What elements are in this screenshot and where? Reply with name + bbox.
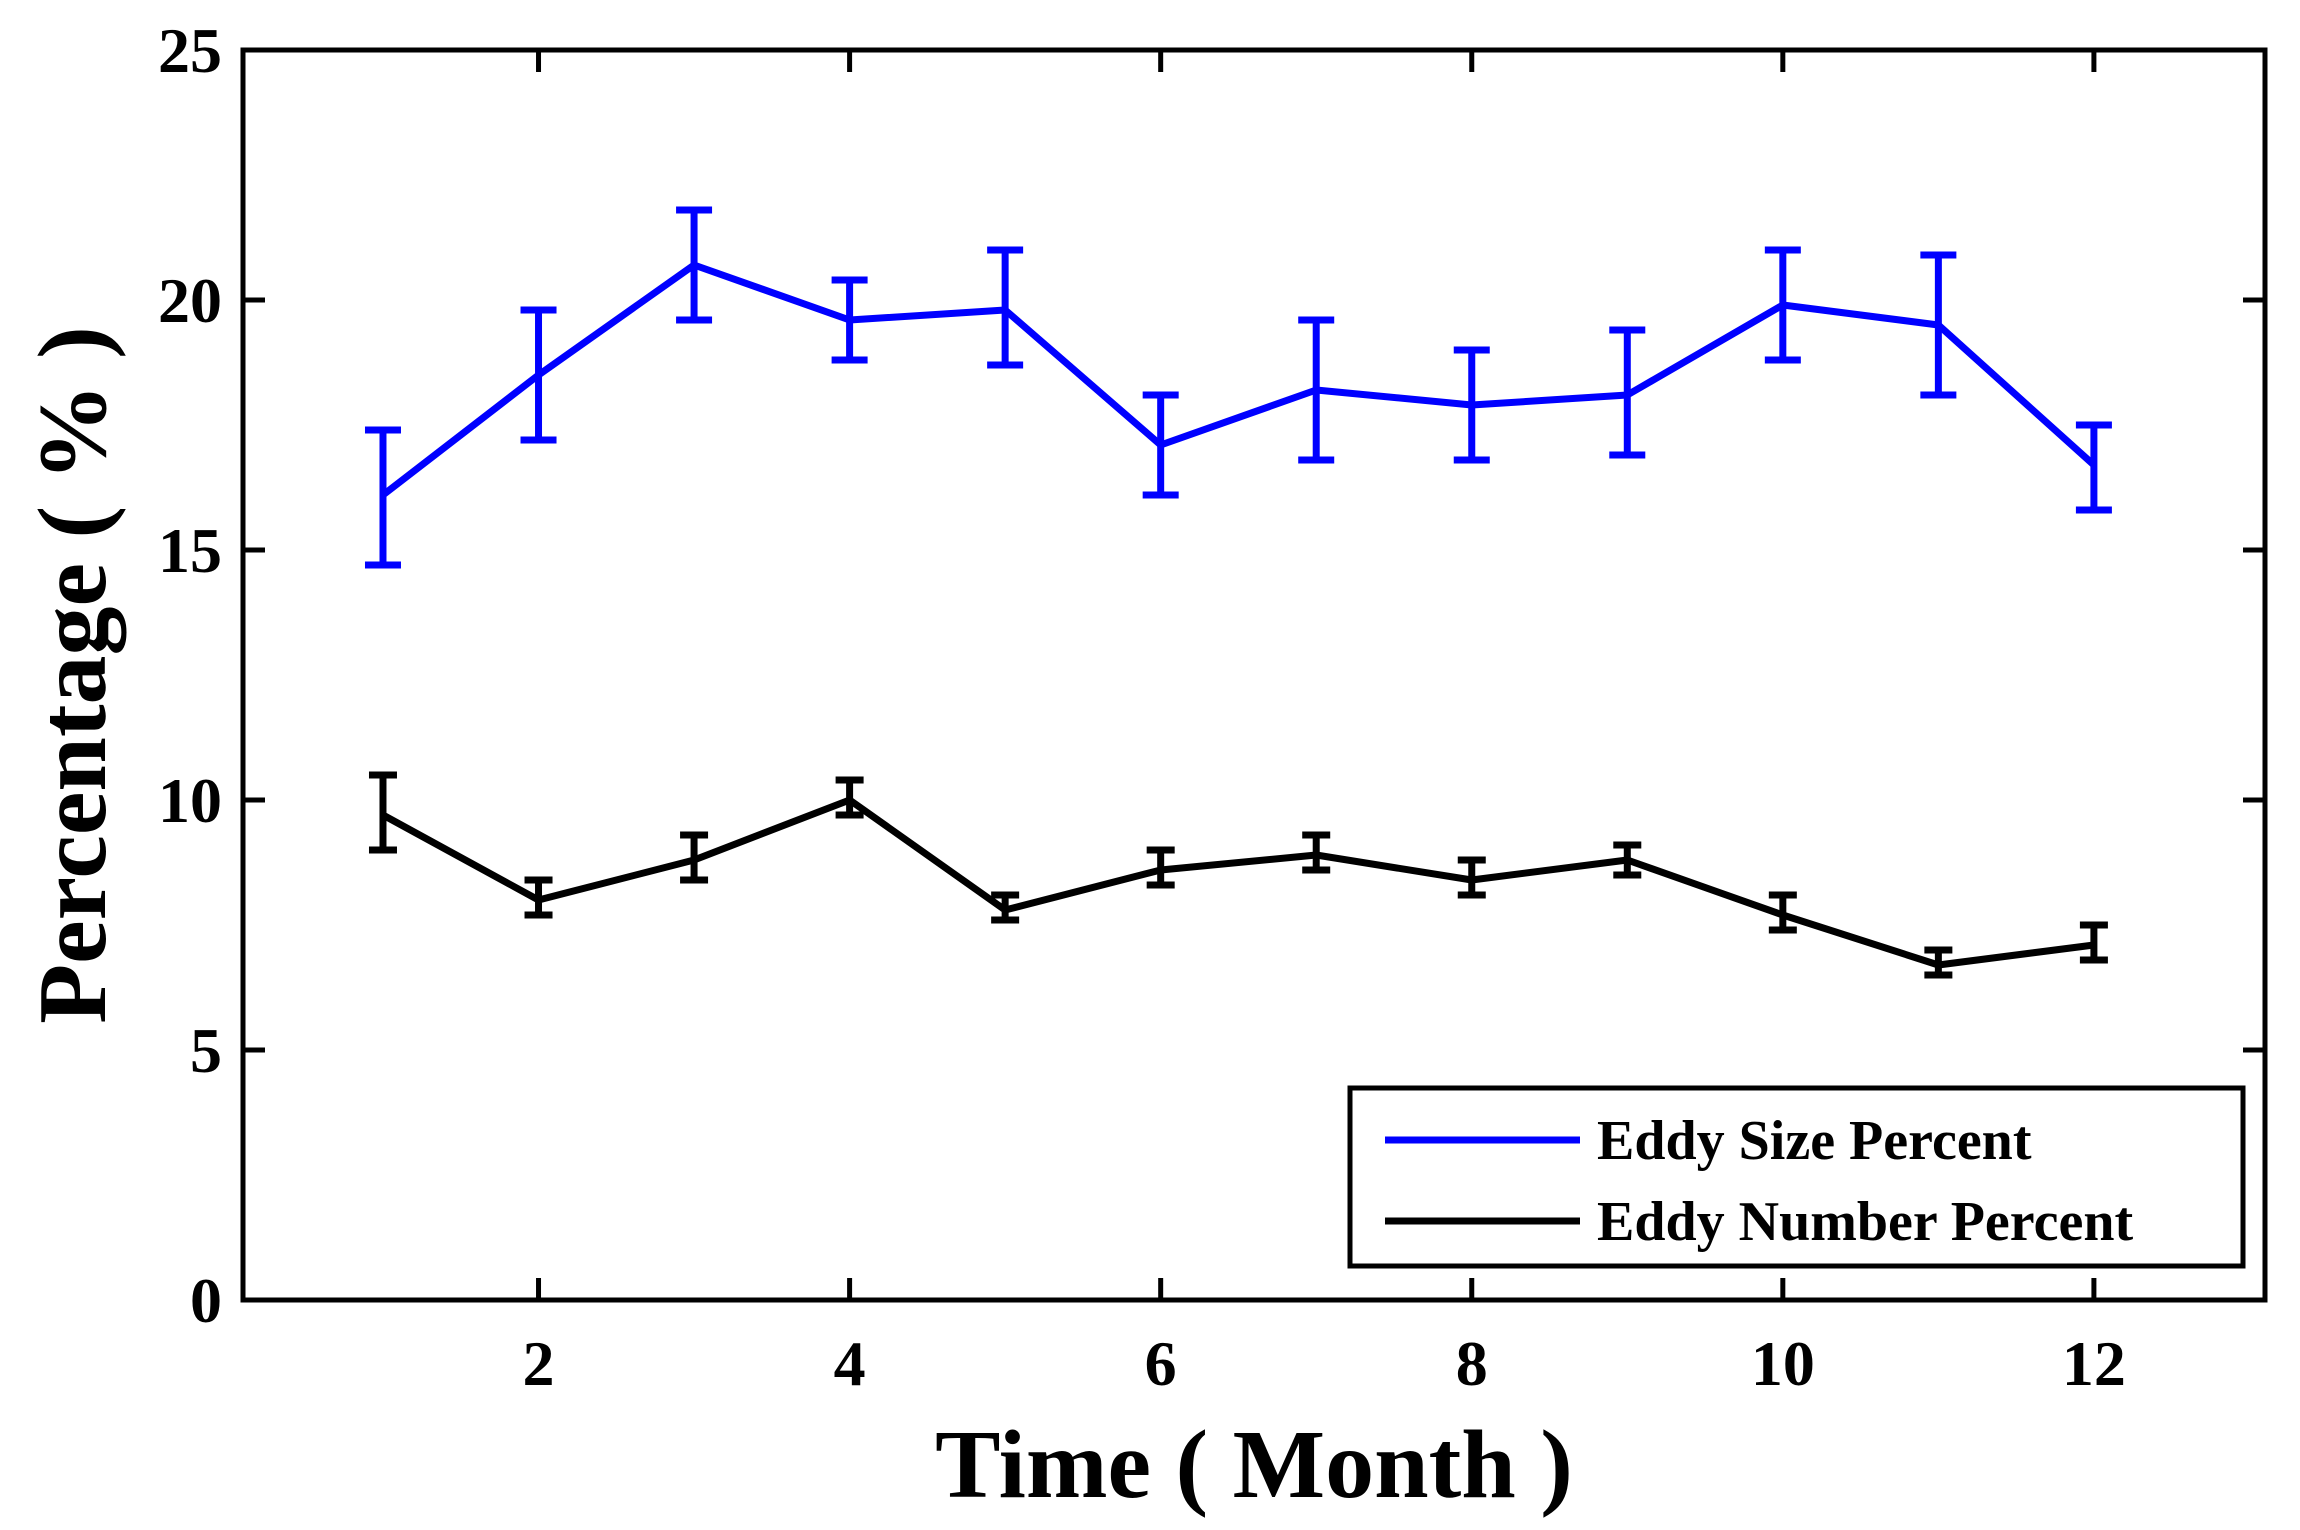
error-bar-eddy-size-percent-10 (1764, 246, 1801, 364)
error-bar-eddy-size-percent-11 (1920, 251, 1957, 399)
error-bar-eddy-number-percent-6 (1146, 846, 1175, 889)
error-bar-eddy-number-percent-12 (2079, 921, 2108, 964)
error-bar-eddy-number-percent-7 (1302, 831, 1331, 874)
y-tick-label-15: 15 (158, 515, 222, 586)
error-bar-eddy-size-percent-9 (1609, 326, 1646, 459)
series-layer (364, 206, 2112, 979)
error-bar-eddy-size-percent-3 (676, 206, 713, 324)
x-tick-label-4: 4 (834, 1328, 866, 1399)
error-bar-eddy-size-percent-4 (831, 276, 868, 364)
series-eddy-size-percent (364, 206, 2112, 569)
error-bar-eddy-size-percent-8 (1453, 346, 1490, 464)
error-bar-eddy-number-percent-10 (1768, 891, 1797, 934)
error-bar-eddy-number-percent-3 (680, 831, 709, 884)
y-axis-label: Percentage ( % ) (19, 326, 127, 1023)
error-bar-eddy-number-percent-4 (835, 776, 864, 819)
error-bar-eddy-number-percent-2 (524, 876, 553, 919)
x-axis-label: Time ( Month ) (935, 1411, 1573, 1519)
legend-box (1347, 1085, 2246, 1269)
error-bar-eddy-size-percent-12 (2075, 421, 2112, 514)
error-bar-eddy-number-percent-5 (991, 891, 1020, 924)
x-tick-label-12: 12 (2062, 1328, 2126, 1399)
plot-frame (240, 47, 2268, 1303)
y-tick-label-5: 5 (190, 1015, 222, 1086)
y-tick-label-0: 0 (190, 1265, 222, 1336)
error-bar-eddy-size-percent-2 (520, 306, 557, 444)
x-tick-label-8: 8 (1456, 1328, 1488, 1399)
error-bar-eddy-size-percent-7 (1298, 316, 1335, 464)
ticks-layer: 2 4 6 8 10 12 0 5 10 15 20 25 (158, 15, 2265, 1399)
legend-label-eddy-size: Eddy Size Percent (1597, 1110, 2032, 1172)
error-bar-eddy-number-percent-1 (368, 771, 397, 854)
y-tick-label-25: 25 (158, 15, 222, 86)
error-bar-eddy-size-percent-1 (364, 426, 401, 569)
error-bar-eddy-size-percent-6 (1142, 391, 1179, 499)
series-line-eddy-number-percent (381, 796, 2095, 969)
x-tick-label-2: 2 (523, 1328, 555, 1399)
error-bar-eddy-number-percent-9 (1613, 841, 1642, 879)
x-tick-label-6: 6 (1145, 1328, 1177, 1399)
series-line-eddy-size-percent (380, 261, 2097, 498)
y-tick-label-20: 20 (158, 265, 222, 336)
series-eddy-number-percent (368, 771, 2108, 979)
error-bar-eddy-size-percent-5 (987, 246, 1024, 369)
y-tick-label-10: 10 (158, 765, 222, 836)
legend-label-eddy-number: Eddy Number Percent (1597, 1191, 2133, 1253)
error-bar-eddy-number-percent-8 (1457, 856, 1486, 899)
error-bar-eddy-number-percent-11 (1924, 946, 1953, 979)
legend: Eddy Size Percent Eddy Number Percent (1347, 1085, 2246, 1269)
x-tick-label-10: 10 (1751, 1328, 1815, 1399)
